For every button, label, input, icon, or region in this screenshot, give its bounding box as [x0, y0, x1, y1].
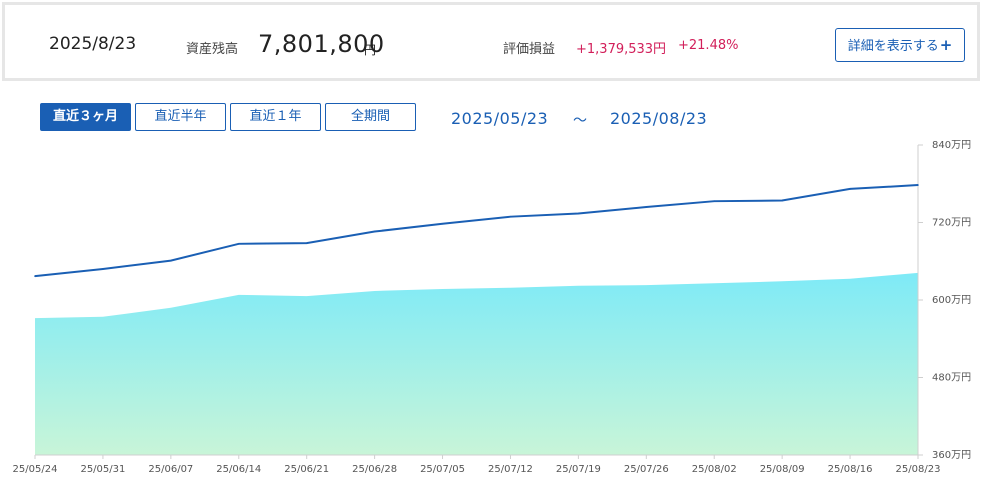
- y-tick-label: 360万円: [932, 450, 971, 461]
- asset-balance-point: [645, 206, 648, 208]
- range-button-all-period[interactable]: 全期間: [325, 103, 416, 131]
- y-tick-label: 840万円: [932, 140, 971, 151]
- period-separator: ～: [573, 113, 588, 129]
- x-tick-label: 25/05/31: [80, 464, 125, 475]
- x-tick-label: 25/07/26: [624, 464, 669, 475]
- period-end: 2025/08/23: [610, 109, 708, 128]
- x-tick-label: 25/07/19: [556, 464, 601, 475]
- asset-balance-point: [441, 222, 444, 225]
- y-tick-label: 720万円: [932, 218, 971, 229]
- asset-balance-point: [170, 259, 172, 262]
- show-details-button[interactable]: 詳細を表示する+: [835, 28, 965, 62]
- valuation-pl-amount: +1,379,533円: [576, 42, 667, 57]
- x-tick-label: 25/08/16: [828, 464, 873, 475]
- valuation-pl-rate: +21.48%: [678, 38, 739, 53]
- range-button-3-months[interactable]: 直近３ヶ月: [40, 103, 131, 131]
- x-tick-label: 25/06/07: [148, 464, 193, 475]
- principal-area: [35, 272, 918, 455]
- x-tick-label: 25/05/24: [13, 464, 58, 475]
- asset-balance-point: [509, 215, 512, 218]
- asset-balance-unit: 円: [364, 43, 377, 57]
- x-tick-label: 25/07/12: [488, 464, 533, 475]
- asset-balance-point: [102, 268, 104, 270]
- asset-balance-point: [849, 188, 851, 190]
- asset-balance-point: [373, 230, 376, 233]
- x-tick-label: 25/08/09: [760, 464, 805, 475]
- valuation-pl-label: 評価損益: [503, 42, 556, 57]
- asset-balance-point: [305, 242, 308, 244]
- asset-balance-label: 資産残高: [186, 42, 239, 57]
- x-tick-label: 25/06/14: [216, 464, 261, 475]
- x-tick-label: 25/06/28: [352, 464, 397, 475]
- asset-balance-point: [713, 200, 716, 202]
- plus-icon: +: [939, 36, 953, 54]
- period-start: 2025/05/23: [451, 109, 549, 128]
- x-tick-label: 25/07/05: [420, 464, 465, 475]
- asset-balance-point: [917, 184, 919, 186]
- asset-balance-value: 7,801,800: [258, 30, 385, 58]
- asset-balance-point: [781, 199, 783, 202]
- y-tick-label: 600万円: [932, 295, 971, 306]
- asset-summary-panel: 2025/8/23 資産残高 7,801,800 円 評価損益 +1,379,5…: [2, 2, 980, 81]
- x-tick-label: 25/08/02: [692, 464, 737, 475]
- range-button-1-year[interactable]: 直近１年: [230, 103, 321, 131]
- asset-balance-point: [34, 275, 36, 277]
- asset-balance-point: [577, 212, 580, 215]
- range-button-half-year[interactable]: 直近半年: [135, 103, 226, 131]
- x-tick-label: 25/06/21: [284, 464, 329, 475]
- x-tick-label: 25/08/23: [896, 464, 941, 475]
- asset-balance-line: [34, 184, 919, 278]
- y-tick-label: 480万円: [932, 373, 971, 384]
- summary-date: 2025/8/23: [49, 34, 137, 54]
- asset-balance-point: [237, 243, 240, 245]
- show-details-label: 詳細を表示する: [847, 39, 939, 54]
